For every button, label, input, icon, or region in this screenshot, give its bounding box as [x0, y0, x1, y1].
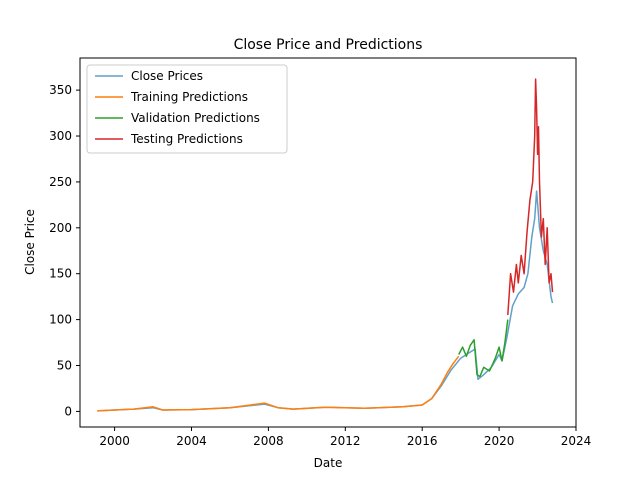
- legend-label: Training Predictions: [130, 90, 248, 104]
- y-tick-label: 150: [49, 267, 72, 281]
- y-tick-label: 300: [49, 129, 72, 143]
- y-tick-label: 0: [64, 404, 72, 418]
- legend: Close Prices Training Predictions Validati…: [87, 65, 287, 153]
- x-tick-label: 2020: [484, 434, 515, 448]
- chart-title: Close Price and Predictions: [234, 37, 423, 53]
- legend-label: Testing Predictions: [130, 132, 243, 146]
- y-tick-label: 100: [49, 313, 72, 327]
- y-axis-label: Close Price: [23, 209, 37, 275]
- x-tick-label: 2008: [253, 434, 284, 448]
- y-tick-label: 200: [49, 221, 72, 235]
- legend-label: Close Prices: [131, 69, 203, 83]
- x-tick-label: 2012: [330, 434, 361, 448]
- y-tick-label: 350: [49, 83, 72, 97]
- x-tick-label: 2000: [99, 434, 130, 448]
- x-tick-label: 2016: [407, 434, 438, 448]
- y-tick-label: 50: [57, 359, 72, 373]
- legend-label: Validation Predictions: [131, 111, 260, 125]
- y-tick-label: 250: [49, 175, 72, 189]
- x-tick-label: 2024: [561, 434, 592, 448]
- x-axis-label: Date: [314, 456, 343, 470]
- x-tick-label: 2004: [176, 434, 207, 448]
